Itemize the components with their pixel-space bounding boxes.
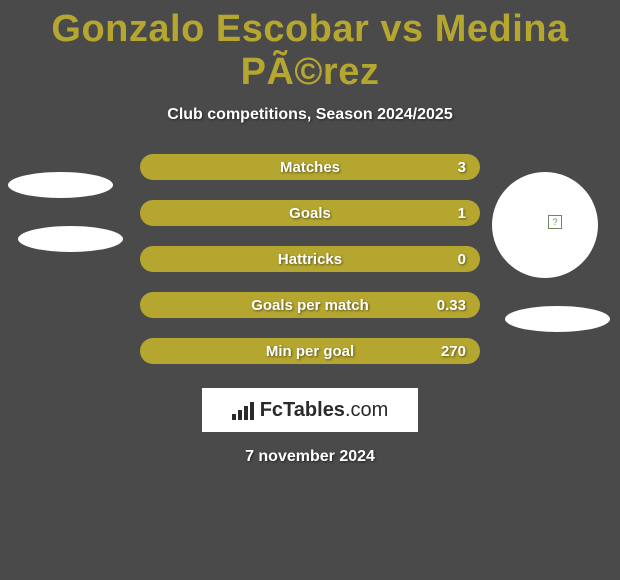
stat-label: Matches bbox=[280, 159, 340, 176]
content-area: ? Matches 3 Goals 1 Hattricks 0 Goals pe… bbox=[0, 154, 620, 466]
stat-row-min-per-goal: Min per goal 270 bbox=[140, 338, 480, 364]
date-label: 7 november 2024 bbox=[0, 448, 620, 466]
stat-right-value: 1 bbox=[458, 205, 466, 222]
stat-label: Min per goal bbox=[266, 343, 354, 360]
stats-list: Matches 3 Goals 1 Hattricks 0 Goals per … bbox=[140, 154, 480, 364]
stat-label: Goals per match bbox=[251, 297, 369, 314]
brand-text: FcTables.com bbox=[260, 399, 389, 422]
player-avatar-circle: ? bbox=[492, 172, 598, 278]
stat-right-value: 0 bbox=[458, 251, 466, 268]
right-ellipse bbox=[505, 306, 610, 332]
stat-label: Goals bbox=[289, 205, 331, 222]
left-ellipse-2 bbox=[18, 226, 123, 252]
left-ellipse-1 bbox=[8, 172, 113, 198]
brand-chart-icon bbox=[232, 400, 254, 420]
page-title: Gonzalo Escobar vs Medina PÃ©rez bbox=[0, 0, 620, 94]
stat-label: Hattricks bbox=[278, 251, 342, 268]
stat-row-matches: Matches 3 bbox=[140, 154, 480, 180]
brand-name-light: .com bbox=[345, 399, 388, 421]
subtitle: Club competitions, Season 2024/2025 bbox=[0, 106, 620, 124]
brand-box[interactable]: FcTables.com bbox=[202, 388, 418, 432]
brand-name-bold: FcTables bbox=[260, 399, 345, 421]
stat-right-value: 3 bbox=[458, 159, 466, 176]
stat-right-value: 270 bbox=[441, 343, 466, 360]
avatar-placeholder-icon: ? bbox=[548, 215, 562, 229]
stat-row-goals-per-match: Goals per match 0.33 bbox=[140, 292, 480, 318]
stat-row-hattricks: Hattricks 0 bbox=[140, 246, 480, 272]
stat-row-goals: Goals 1 bbox=[140, 200, 480, 226]
stat-right-value: 0.33 bbox=[437, 297, 466, 314]
